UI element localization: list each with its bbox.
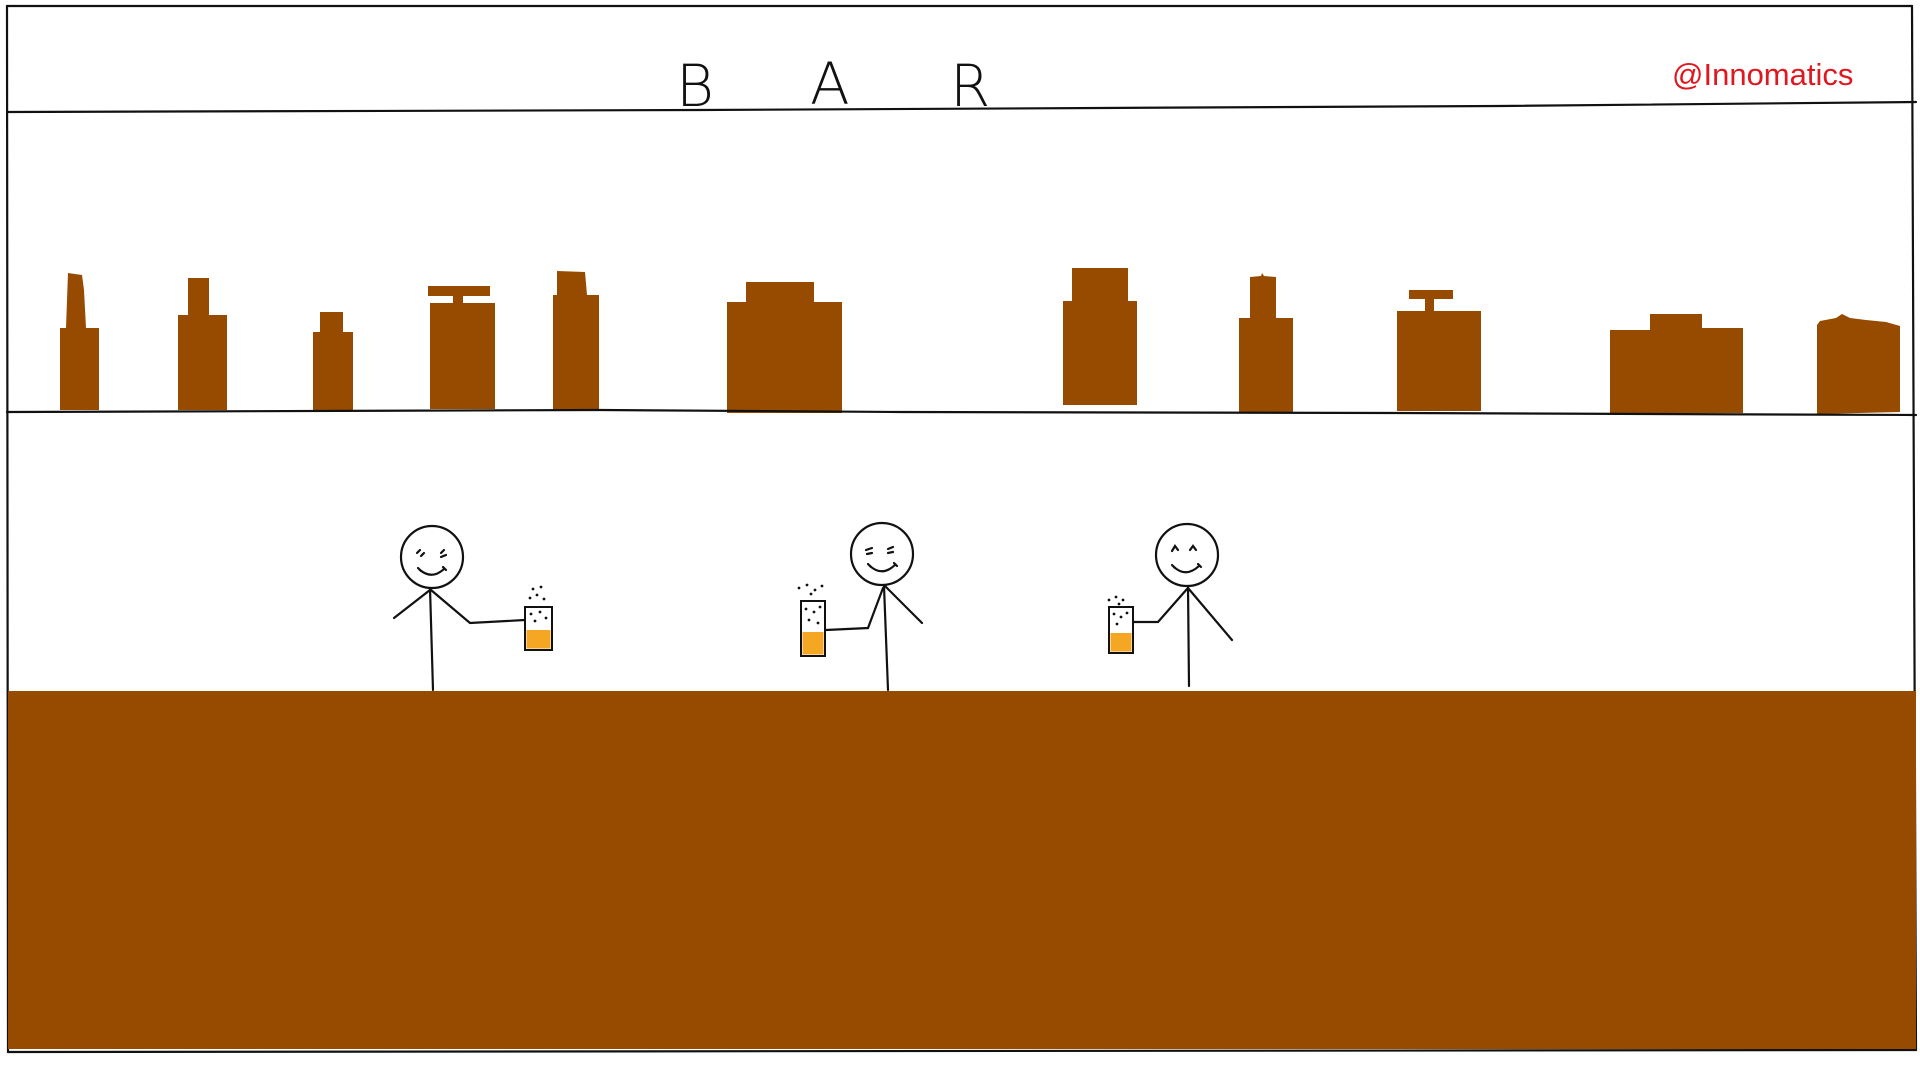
person-left — [392, 524, 553, 692]
bottle-9 — [1397, 290, 1481, 411]
person-left-beer-glass — [524, 585, 553, 651]
bottle-7 — [1063, 268, 1137, 405]
outer-frame — [5, 4, 1918, 1054]
bottle-6 — [727, 282, 842, 413]
bottle-1 — [60, 273, 99, 410]
person-middle-face — [864, 545, 899, 573]
title-letter-r: R — [950, 52, 990, 120]
person-middle-beer-glass — [797, 583, 826, 657]
bar-counter — [8, 691, 1916, 1049]
person-middle-arm-left — [824, 586, 885, 632]
person-right-beer-glass — [1107, 595, 1134, 654]
person-middle-head — [849, 521, 915, 587]
person-middle — [797, 521, 924, 692]
person-right-arm-left — [1132, 587, 1189, 624]
title-letter-a: A — [810, 50, 850, 118]
shelf-line — [5, 408, 1918, 417]
person-middle-arm-right — [883, 584, 924, 625]
bottle-3 — [313, 312, 353, 410]
bottle-11 — [1817, 314, 1900, 414]
person-right-arm-right — [1186, 586, 1234, 642]
header-line — [5, 100, 1918, 114]
person-left-arm-left — [392, 588, 432, 620]
bottle-shelf — [60, 268, 1900, 414]
person-left-head — [399, 524, 465, 590]
person-right — [1107, 522, 1234, 688]
title: B A R — [676, 50, 990, 120]
person-right-body — [1186, 584, 1191, 688]
person-right-face — [1170, 544, 1203, 574]
person-right-head — [1154, 522, 1220, 588]
person-left-face — [415, 548, 448, 576]
innomatics-watermark: @Innomatics — [1672, 57, 1853, 92]
bottle-4 — [428, 286, 495, 409]
bottle-10 — [1610, 314, 1743, 413]
person-left-body — [428, 586, 435, 692]
person-middle-body — [882, 584, 890, 692]
person-left-arm-right — [429, 588, 527, 625]
bottle-2 — [178, 278, 227, 410]
bottle-8 — [1239, 273, 1293, 412]
title-letter-b: B — [676, 52, 714, 120]
bottle-5 — [553, 271, 599, 410]
